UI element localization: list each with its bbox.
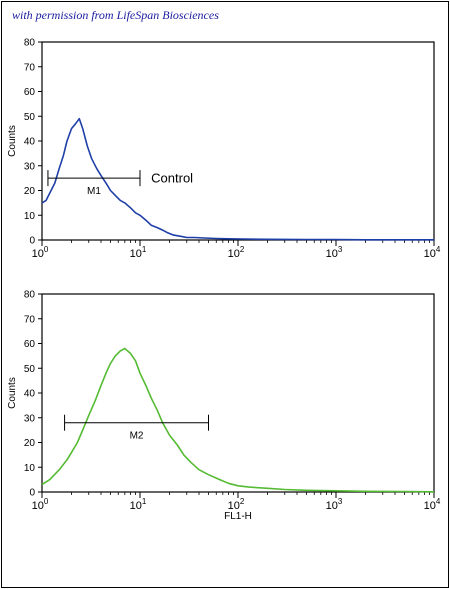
sample-marker-label: M2 bbox=[130, 431, 144, 442]
sample-x-tick-label: 100 bbox=[32, 497, 49, 512]
control-x-tick-label: 102 bbox=[228, 245, 245, 260]
sample-y-tick-label: 20 bbox=[24, 438, 36, 449]
control-histogram-trace bbox=[41, 117, 434, 241]
sample-histogram: 0 10 20 30 40 50 60 70 80 Counts 100 101 102 103 104 FL… bbox=[7, 290, 441, 521]
control-y-tick-label: 80 bbox=[24, 38, 36, 49]
control-x-tick-label: 100 bbox=[32, 245, 49, 260]
sample-x-tick-label: 101 bbox=[130, 497, 147, 512]
sample-x-tick-label: 102 bbox=[228, 497, 245, 512]
control-y-axis-label: Counts bbox=[7, 125, 18, 157]
sample-y-tick-label: 80 bbox=[24, 290, 36, 301]
control-x-tick-label: 103 bbox=[326, 245, 343, 260]
sample-y-tick-label: 40 bbox=[24, 389, 36, 400]
sample-y-tick-label: 10 bbox=[24, 463, 36, 474]
control-y-tick-label: 40 bbox=[24, 137, 36, 148]
control-y-tick-label: 30 bbox=[24, 161, 36, 172]
control-y-tick-label: 10 bbox=[24, 211, 36, 222]
control-y-tick-label: 0 bbox=[29, 236, 35, 247]
sample-y-tick-label: 30 bbox=[24, 413, 36, 424]
control-x-tick-label: 104 bbox=[424, 245, 441, 260]
control-y-tick-label: 50 bbox=[24, 112, 36, 123]
control-histogram: 0 10 20 30 40 50 60 70 80 Counts 100 101 102 103 104 FL… bbox=[7, 38, 441, 261]
control-x-axis-label: FL1-H bbox=[224, 259, 252, 260]
control-y-tick-label: 60 bbox=[24, 87, 36, 98]
sample-x-tick-label: 104 bbox=[424, 497, 441, 512]
sample-histogram-trace bbox=[41, 347, 435, 493]
control-x-tick-label: 101 bbox=[130, 245, 147, 260]
sample-y-tick-label: 0 bbox=[29, 488, 35, 499]
sample-x-axis-label: FL1-H bbox=[224, 511, 252, 520]
sample-x-tick-label: 103 bbox=[326, 497, 343, 512]
sample-y-tick-label: 50 bbox=[24, 364, 36, 375]
control-marker-label: M1 bbox=[87, 186, 101, 197]
control-y-tick-label: 70 bbox=[24, 62, 36, 73]
control-y-tick-label: 20 bbox=[24, 186, 36, 197]
permission-watermark: with permission from LifeSpan Bioscience… bbox=[12, 8, 219, 22]
sample-y-axis-label: Counts bbox=[7, 377, 18, 409]
control-annotation-control: Control bbox=[151, 171, 193, 186]
sample-y-tick-label: 60 bbox=[24, 339, 36, 350]
sample-plot-area bbox=[41, 293, 435, 493]
sample-y-tick-label: 70 bbox=[24, 314, 36, 325]
control-plot-area bbox=[41, 41, 435, 241]
